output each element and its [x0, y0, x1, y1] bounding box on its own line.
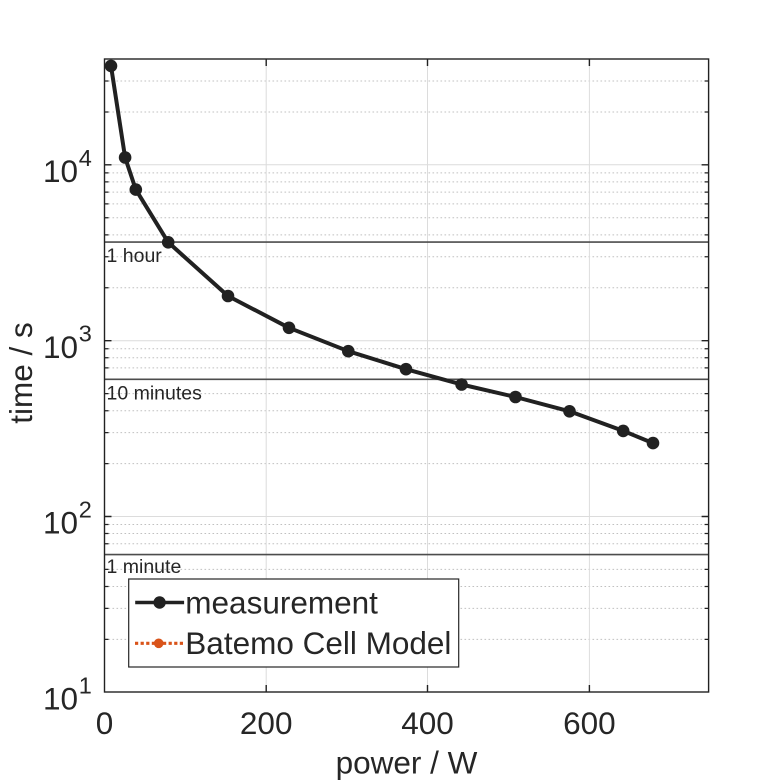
svg-text:600: 600 — [563, 705, 616, 741]
svg-text:400: 400 — [401, 705, 454, 741]
svg-text:200: 200 — [240, 705, 293, 741]
svg-text:measurement: measurement — [185, 584, 378, 620]
svg-text:10: 10 — [43, 153, 78, 189]
svg-text:1 hour: 1 hour — [107, 245, 163, 267]
svg-text:3: 3 — [79, 321, 92, 347]
svg-text:10: 10 — [43, 681, 78, 717]
svg-text:1: 1 — [79, 673, 92, 699]
svg-text:10: 10 — [43, 505, 78, 541]
svg-text:power / W: power / W — [336, 745, 478, 781]
svg-text:1 minute: 1 minute — [107, 556, 182, 578]
svg-text:10 minutes: 10 minutes — [107, 382, 203, 404]
svg-text:2: 2 — [79, 497, 92, 523]
svg-text:time / s: time / s — [3, 322, 39, 424]
svg-text:10: 10 — [43, 329, 78, 365]
svg-text:4: 4 — [79, 145, 92, 171]
svg-text:0: 0 — [96, 705, 114, 741]
svg-text:Batemo Cell Model: Batemo Cell Model — [185, 625, 451, 661]
